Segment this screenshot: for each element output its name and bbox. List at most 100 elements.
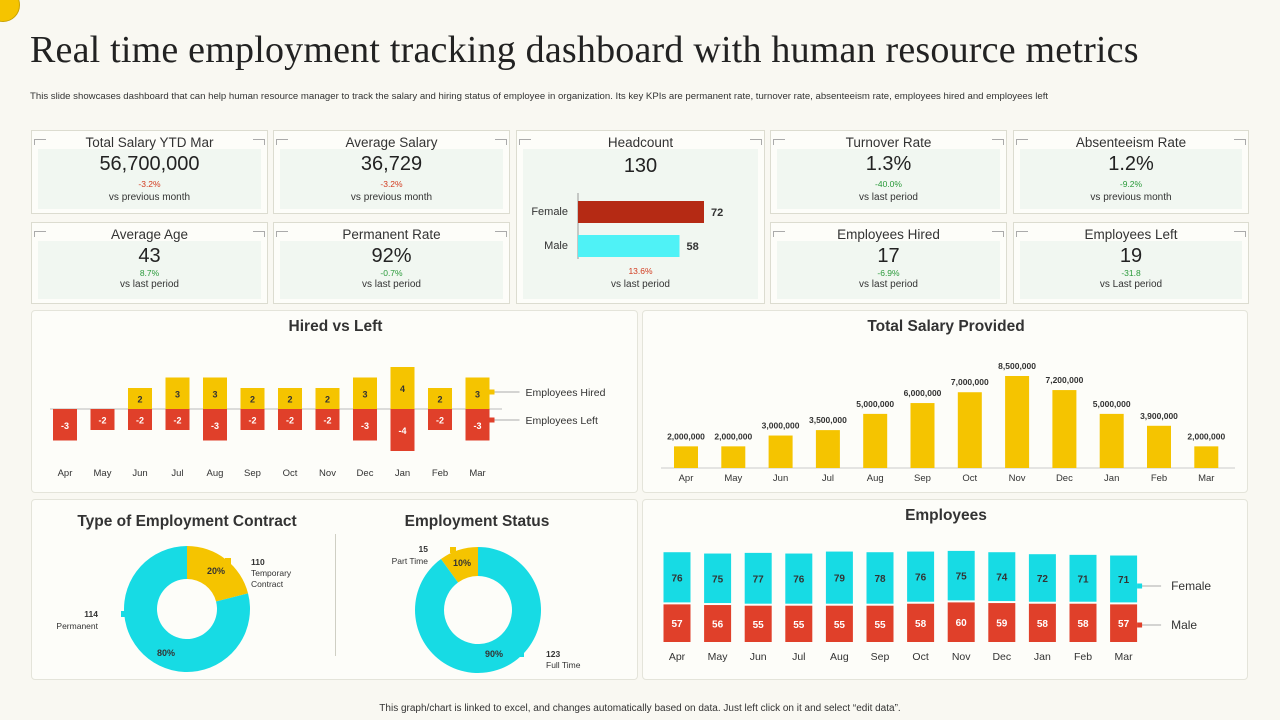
x-tick-label: Feb bbox=[1151, 473, 1167, 484]
bar-male bbox=[578, 235, 680, 257]
kpi-note: vs previous month bbox=[108, 192, 191, 203]
female-label: 75 bbox=[956, 572, 968, 583]
x-tick-label: Jun bbox=[750, 651, 767, 663]
salary-bar bbox=[1052, 390, 1077, 468]
kpi-note: vs last period bbox=[859, 279, 918, 290]
x-tick-label: Mar bbox=[1198, 473, 1214, 484]
salary-bar bbox=[674, 446, 698, 468]
divider bbox=[335, 534, 336, 656]
slice-percent: 90% bbox=[485, 649, 503, 659]
page-subtitle: This slide showcases dashboard that can … bbox=[30, 91, 1049, 102]
left-bar bbox=[315, 409, 340, 430]
legend-label: Employees Left bbox=[526, 415, 598, 427]
callout-count: 15 bbox=[419, 544, 429, 554]
male-label: 60 bbox=[956, 618, 968, 629]
kpi-note: vs Last period bbox=[1099, 279, 1163, 290]
legend-marker bbox=[489, 389, 495, 395]
bar-value: 72 bbox=[711, 207, 723, 219]
salary-bar bbox=[1147, 425, 1171, 468]
kpi-note: vs last period bbox=[859, 192, 918, 203]
salary-label: 7,000,000 bbox=[951, 377, 989, 387]
left-bar bbox=[90, 409, 115, 430]
kpi-change: -0.7% bbox=[380, 268, 403, 278]
left-bar bbox=[390, 409, 415, 451]
kpi-value: 36,729 bbox=[360, 153, 423, 175]
slice-permanent bbox=[124, 546, 250, 672]
hired-bar bbox=[240, 388, 265, 409]
kpi-value: 56,700,000 bbox=[99, 153, 200, 175]
male-bar bbox=[1069, 603, 1097, 642]
x-tick-label: Jun bbox=[773, 473, 788, 484]
salary-label: 8,500,000 bbox=[998, 361, 1036, 371]
salary-label: 3,000,000 bbox=[762, 421, 800, 431]
male-bar bbox=[704, 605, 732, 642]
kpi-change: -9.2% bbox=[1119, 179, 1143, 189]
left-bar bbox=[465, 409, 490, 441]
x-tick-label: Jul bbox=[792, 651, 805, 663]
female-label: 79 bbox=[834, 574, 846, 585]
callout-label: Permanent bbox=[56, 621, 98, 631]
x-tick-label: Jan bbox=[395, 468, 410, 479]
callout-marker bbox=[225, 558, 231, 564]
salary-label: 2,000,000 bbox=[1187, 431, 1225, 441]
kpi-value: 1.2% bbox=[1108, 153, 1154, 175]
kpi-total-salary: Total Salary YTD Mar 56,700,000 -3.2% vs… bbox=[31, 130, 268, 214]
panel-title: Total Salary Provided bbox=[867, 318, 1025, 335]
kpi-change: -31.8 bbox=[1121, 268, 1141, 278]
female-label: 78 bbox=[874, 574, 886, 585]
hired-bar bbox=[128, 388, 152, 409]
male-bar bbox=[663, 604, 691, 642]
left-bar bbox=[240, 409, 265, 430]
male-bar bbox=[825, 605, 853, 642]
salary-bar bbox=[1005, 376, 1030, 468]
female-bar bbox=[663, 552, 691, 603]
salary-label: 2,000,000 bbox=[667, 431, 705, 441]
kpi-value: 43 bbox=[138, 245, 161, 267]
hired-bar bbox=[278, 388, 302, 409]
hired-vs-left-chart: -3 Apr -2 May 2 -2 Jun 3 -2 Jul 3 -3 Aug 2 -2 Sep 2 -2 Oct… bbox=[50, 367, 606, 479]
x-tick-label: Jan bbox=[1104, 473, 1119, 484]
salary-bar bbox=[957, 392, 982, 468]
salary-bar bbox=[721, 446, 746, 468]
male-bar bbox=[988, 603, 1016, 642]
salary-label: 5,000,000 bbox=[1093, 399, 1131, 409]
kpi-title: Permanent Rate bbox=[342, 227, 441, 242]
left-bar bbox=[203, 409, 227, 441]
hired-label: 3 bbox=[362, 389, 367, 399]
female-label: 75 bbox=[712, 574, 724, 585]
legend-label: Male bbox=[1171, 618, 1197, 632]
kpi-title: Headcount bbox=[607, 135, 674, 150]
x-tick-label: Oct bbox=[283, 468, 298, 479]
female-label: 74 bbox=[996, 573, 1008, 584]
panel-title: Type of Employment Contract bbox=[77, 513, 297, 530]
left-label: -2 bbox=[286, 416, 294, 426]
kpi-change: -6.9% bbox=[877, 268, 900, 278]
hired-label: 3 bbox=[475, 389, 480, 399]
bar-value: 58 bbox=[687, 241, 699, 253]
kpi-note: vs previous month bbox=[350, 192, 433, 203]
male-bar bbox=[744, 605, 772, 642]
male-label: 55 bbox=[793, 620, 805, 631]
bar-female bbox=[578, 201, 704, 223]
female-bar bbox=[1069, 554, 1097, 602]
hired-bar bbox=[165, 377, 190, 409]
callout-marker bbox=[121, 611, 127, 617]
male-label: 58 bbox=[915, 619, 927, 630]
hired-label: 2 bbox=[325, 395, 330, 405]
male-label: 55 bbox=[874, 620, 886, 631]
left-bar bbox=[165, 409, 190, 430]
female-label: 71 bbox=[1077, 574, 1089, 585]
x-tick-label: Aug bbox=[207, 468, 224, 479]
headcount-gender-chart: Female 72 Male 58 bbox=[531, 193, 723, 259]
salary-bar bbox=[910, 403, 935, 468]
female-bar bbox=[866, 552, 894, 604]
kpi-change: 13.6% bbox=[628, 266, 653, 276]
callout-marker bbox=[518, 651, 524, 657]
male-bar bbox=[907, 603, 935, 642]
salary-bar bbox=[815, 430, 840, 468]
x-tick-label: Aug bbox=[867, 473, 884, 484]
hired-label: 2 bbox=[250, 395, 255, 405]
male-label: 55 bbox=[753, 620, 765, 631]
slice-temporary bbox=[187, 546, 249, 602]
male-label: 55 bbox=[834, 620, 846, 631]
